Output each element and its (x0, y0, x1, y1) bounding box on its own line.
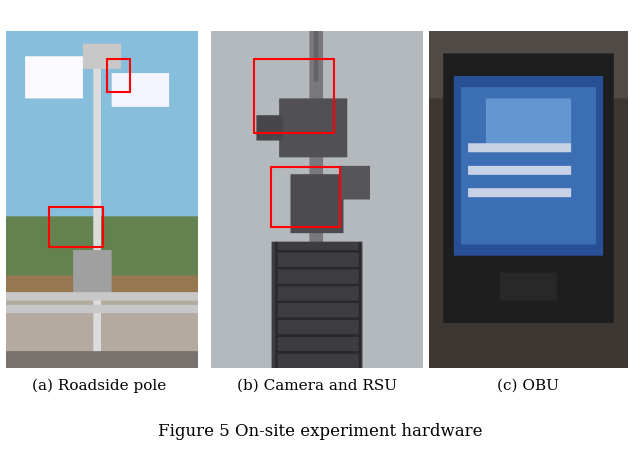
Text: Figure 5 On-site experiment hardware: Figure 5 On-site experiment hardware (157, 423, 483, 440)
Text: (b) Camera and RSU: (b) Camera and RSU (237, 379, 397, 393)
Bar (49, 207, 103, 247)
Text: (c) OBU: (c) OBU (497, 379, 559, 393)
Bar (107, 59, 130, 92)
Text: (a) Roadside pole: (a) Roadside pole (32, 379, 166, 393)
Bar (254, 59, 334, 133)
Bar (271, 167, 340, 227)
